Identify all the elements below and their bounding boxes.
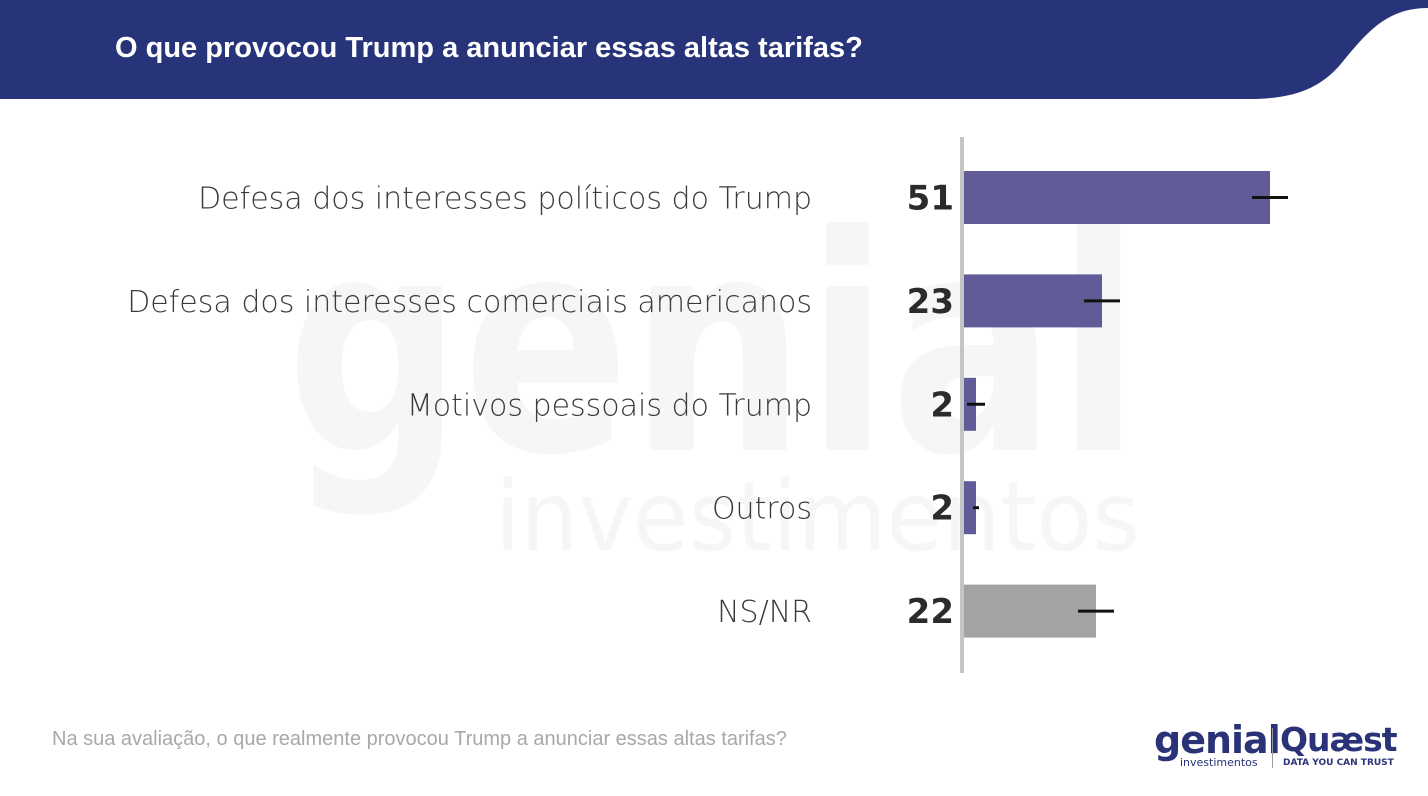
category-label-0: Defesa dos interesses políticos do Trump	[198, 182, 812, 217]
quaest-logo-word: Quæst	[1280, 720, 1398, 759]
category-label-1: Defesa dos interesses comerciais america…	[127, 285, 812, 320]
genial-logo: genial investimentos	[1154, 718, 1281, 772]
quaest-logo: Quæst DATA YOU CAN TRUST	[1280, 720, 1398, 772]
value-label-1: 23	[907, 282, 954, 322]
bar-0	[964, 171, 1270, 224]
value-label-3: 2	[930, 489, 954, 529]
category-label-2: Motivos pessoais do Trump	[407, 388, 812, 423]
category-label-3: Outros	[712, 492, 812, 527]
page-title: O que provocou Trump a anunciar essas al…	[115, 32, 863, 64]
category-label-4: NS/NR	[717, 595, 812, 630]
genial-logo-word: genial	[1154, 718, 1281, 762]
genial-logo-sub: investimentos	[1180, 756, 1258, 769]
value-label-0: 51	[907, 179, 954, 219]
survey-question: Na sua avaliação, o que realmente provoc…	[52, 728, 787, 750]
watermark-word: genial	[286, 172, 1141, 521]
value-label-2: 2	[930, 385, 954, 425]
chart-bars: Defesa dos interesses políticos do Trump…	[127, 171, 1288, 638]
bar-3	[964, 481, 976, 535]
watermark-sub: investimentos	[495, 461, 1140, 573]
bar-4	[964, 584, 1096, 638]
bar-1	[964, 274, 1102, 328]
value-label-4: 22	[907, 592, 954, 632]
quaest-logo-tagline: DATA YOU CAN TRUST	[1283, 758, 1394, 768]
header-banner	[0, 0, 1428, 99]
logo-divider	[1272, 728, 1273, 768]
